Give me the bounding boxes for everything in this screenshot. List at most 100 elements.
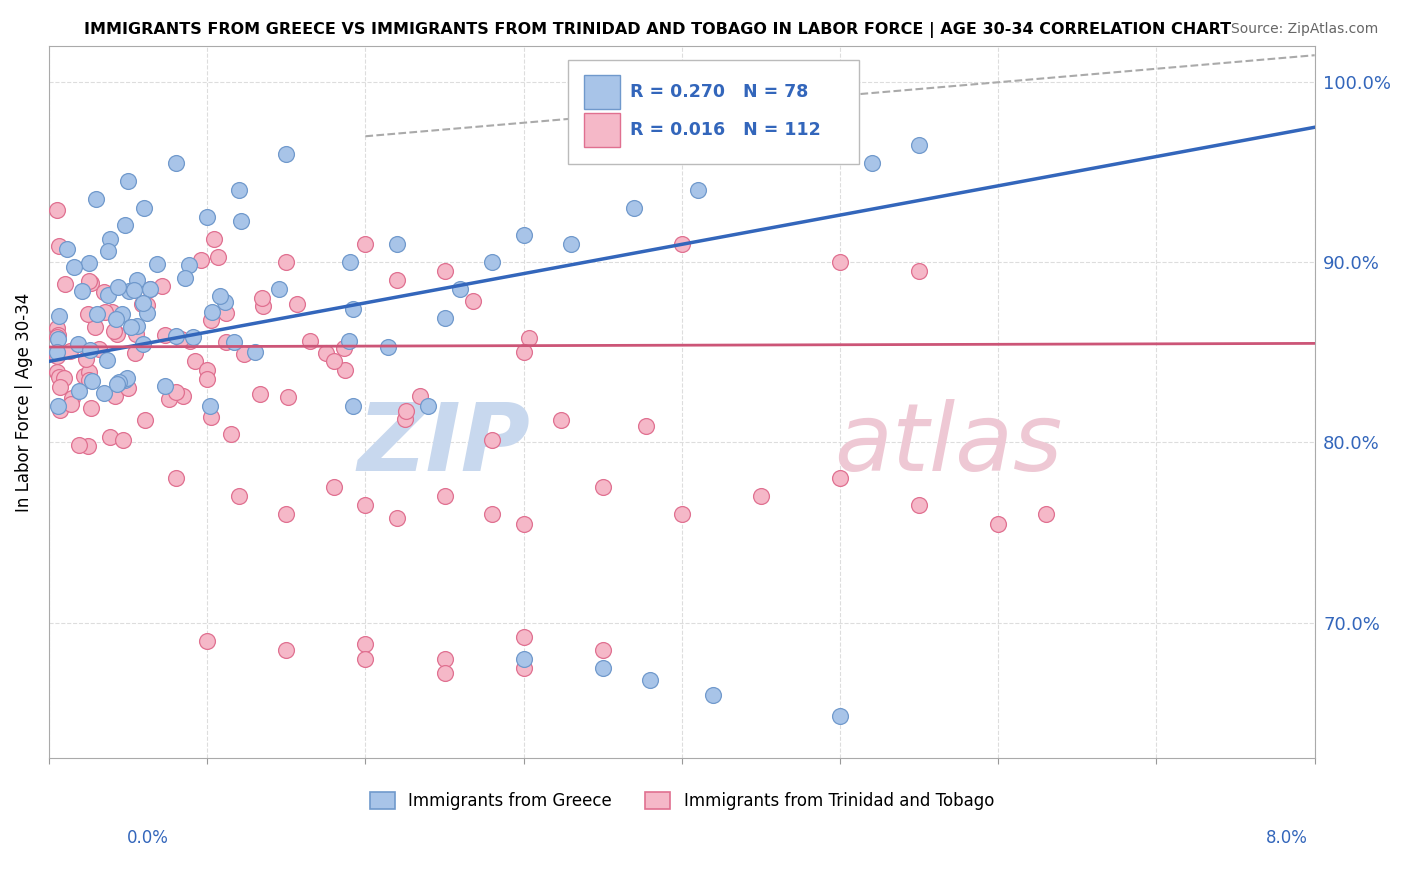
Point	[749, 490, 772, 504]
Point	[70, 284, 93, 298]
Point	[135, 306, 157, 320]
Point	[93, 285, 115, 299]
Point	[214, 295, 236, 310]
Point	[131, 337, 153, 351]
Point	[111, 307, 134, 321]
Point	[77, 255, 100, 269]
Point	[165, 329, 187, 343]
Point	[481, 433, 503, 447]
Point	[337, 334, 360, 348]
Point	[276, 508, 298, 522]
FancyBboxPatch shape	[585, 75, 620, 109]
Point	[184, 354, 207, 368]
Point	[560, 237, 582, 252]
Point	[276, 255, 298, 269]
Point	[86, 192, 108, 206]
Point	[433, 264, 456, 278]
Point	[908, 499, 931, 513]
Point	[449, 282, 471, 296]
Point	[592, 481, 614, 495]
Text: 0.0%: 0.0%	[127, 829, 169, 847]
Text: R = 0.270   N = 78: R = 0.270 N = 78	[630, 83, 808, 101]
Point	[120, 320, 142, 334]
FancyBboxPatch shape	[568, 61, 859, 163]
Point	[177, 258, 200, 272]
Point	[860, 156, 883, 170]
Text: IMMIGRANTS FROM GREECE VS IMMIGRANTS FROM TRINIDAD AND TOBAGO IN LABOR FORCE | A: IMMIGRANTS FROM GREECE VS IMMIGRANTS FRO…	[84, 22, 1232, 38]
Point	[165, 156, 187, 170]
Point	[172, 389, 194, 403]
Text: atlas: atlas	[834, 399, 1062, 490]
Point	[67, 384, 90, 398]
Point	[315, 345, 337, 359]
Point	[322, 354, 344, 368]
Point	[52, 371, 75, 385]
Point	[62, 391, 84, 405]
Point	[108, 375, 131, 389]
Point	[60, 397, 83, 411]
Point	[124, 283, 146, 297]
Point	[671, 237, 693, 252]
Point	[48, 400, 70, 414]
Point	[512, 516, 534, 531]
Point	[519, 331, 541, 345]
Point	[48, 238, 70, 252]
Point	[79, 401, 101, 416]
Point	[125, 319, 148, 334]
Point	[132, 202, 155, 216]
Point	[48, 369, 70, 384]
Point	[233, 347, 256, 361]
Point	[173, 270, 195, 285]
Point	[207, 250, 229, 264]
Point	[103, 324, 125, 338]
Point	[114, 373, 136, 387]
Point	[377, 340, 399, 354]
Point	[276, 147, 298, 161]
Point	[45, 330, 67, 344]
Point	[179, 334, 201, 348]
Point	[385, 272, 408, 286]
Point	[269, 281, 291, 295]
Point	[56, 242, 79, 256]
Point	[138, 282, 160, 296]
Point	[671, 508, 693, 522]
Point	[86, 307, 108, 321]
Text: 8.0%: 8.0%	[1265, 829, 1308, 847]
Point	[107, 280, 129, 294]
Point	[132, 296, 155, 310]
Point	[94, 305, 117, 319]
Point	[342, 400, 364, 414]
Point	[153, 328, 176, 343]
Point	[80, 374, 103, 388]
Point	[322, 481, 344, 495]
Point	[228, 183, 250, 197]
Point	[48, 380, 70, 394]
Point	[354, 637, 377, 651]
Point	[125, 326, 148, 341]
Point	[433, 651, 456, 665]
Point	[150, 278, 173, 293]
Text: Source: ZipAtlas.com: Source: ZipAtlas.com	[1230, 22, 1378, 37]
Point	[276, 642, 298, 657]
Point	[592, 660, 614, 674]
Point	[111, 433, 134, 447]
Point	[96, 287, 118, 301]
Point	[165, 471, 187, 485]
Point	[45, 349, 67, 363]
Point	[53, 277, 76, 291]
Point	[145, 257, 167, 271]
Point	[80, 276, 103, 290]
Point	[215, 335, 238, 350]
Point	[385, 511, 408, 525]
Point	[198, 400, 221, 414]
Point	[285, 297, 308, 311]
Point	[134, 413, 156, 427]
Point	[215, 306, 238, 320]
Point	[89, 342, 111, 356]
Point	[66, 337, 89, 351]
Point	[354, 651, 377, 665]
Point	[908, 264, 931, 278]
Point	[828, 471, 851, 485]
Text: ZIP: ZIP	[357, 399, 530, 491]
Point	[200, 313, 222, 327]
